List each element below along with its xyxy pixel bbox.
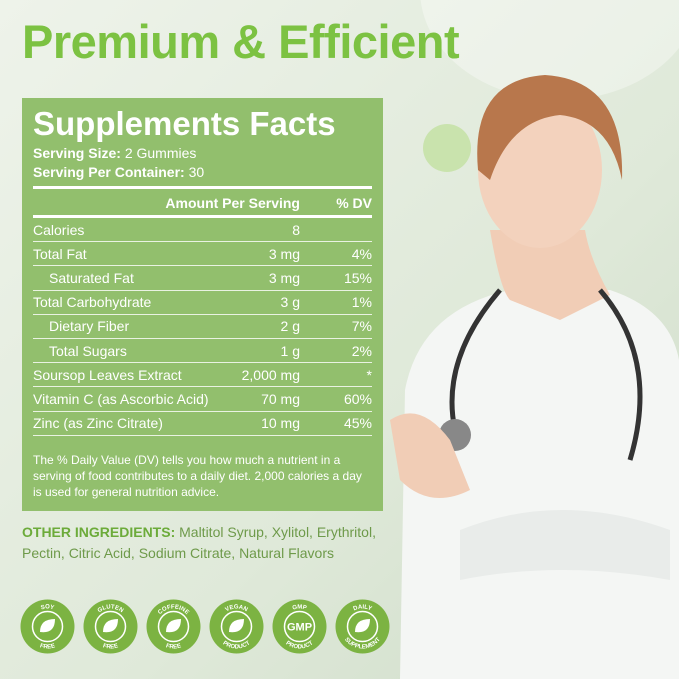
nutrient-dv: 45% (343, 415, 372, 432)
badge-top-label: SOY (40, 605, 54, 612)
badge-top-label: GLUTEN (97, 604, 124, 614)
nutrient-name: Saturated Fat (49, 269, 134, 286)
amount-header: Amount Per Serving (165, 195, 300, 211)
nutrient-name: Vitamin C (as Ascorbic Acid) (33, 390, 209, 407)
divider (33, 186, 372, 189)
table-row: Total Sugars 1 g 2% (33, 339, 372, 364)
dv-note: The % Daily Value (DV) tells you how muc… (33, 452, 362, 499)
nutrient-amount: 2 g (280, 318, 300, 335)
nutrient-name: Total Sugars (49, 342, 127, 359)
decor-dot (423, 124, 471, 172)
nutrient-amount: 2,000 mg (241, 366, 300, 383)
badge-top-label: DAILY (353, 604, 373, 612)
nutrient-amount: 3 mg (268, 245, 300, 262)
nutrient-amount: 3 g (280, 294, 300, 311)
table-row: Soursop Leaves Extract 2,000 mg * (33, 363, 372, 388)
nutrient-name: Soursop Leaves Extract (33, 366, 182, 383)
servings-per-container: Serving Per Container: 30 (33, 164, 205, 180)
nutrient-name: Dietary Fiber (49, 318, 130, 335)
badge-bottom-label: FREE (39, 643, 56, 650)
badge-bottom-label: PRODUCT (222, 640, 252, 650)
nutrient-amount: 8 (292, 221, 300, 238)
soybean-icon: SOY FREE (20, 599, 75, 654)
nutrient-dv: 4% (351, 245, 372, 262)
badge-bottom-label: FREE (102, 643, 119, 650)
badge-symbol (103, 619, 118, 633)
badge-top-label: VEGAN (224, 604, 248, 613)
nutrient-amount: 3 mg (268, 269, 300, 286)
other-ingredients: OTHER INGREDIENTS: Maltitol Syrup, Xylit… (22, 524, 376, 561)
nutrient-dv: 1% (351, 294, 372, 311)
badge-bottom-label: FREE (165, 643, 182, 650)
gmp-icon: GMP GMP PRODUCT (272, 599, 327, 654)
table-row: Vitamin C (as Ascorbic Acid) 70 mg 60% (33, 387, 372, 412)
bottle-icon: DAILY SUPPLEMENT (335, 599, 390, 654)
nutrient-name: Calories (33, 221, 85, 238)
wheat-icon: GLUTEN FREE (83, 599, 138, 654)
nutrient-name: Zinc (as Zinc Citrate) (33, 415, 163, 432)
table-row: Saturated Fat 3 mg 15% (33, 266, 372, 291)
nutrient-amount: 10 mg (261, 415, 300, 432)
headline: Premium & Efficient (22, 15, 460, 68)
doctor-photo (390, 75, 679, 679)
badge-row: SOY FREE GLUTEN FREE COFFEINE FREE VEGAN… (20, 599, 390, 654)
nutrient-dv: 60% (343, 390, 372, 407)
nutrient-dv: 7% (351, 318, 372, 335)
table-row: Dietary Fiber 2 g 7% (33, 315, 372, 339)
table-row: Total Carbohydrate 3 g 1% (33, 291, 372, 315)
nutrient-name: Total Carbohydrate (33, 294, 152, 311)
leaf-icon: VEGAN PRODUCT (209, 599, 264, 654)
badge-symbol (40, 619, 55, 633)
gmp-label: GMP (287, 622, 312, 634)
nutrient-amount: 70 mg (261, 390, 300, 407)
supplement-facts-panel: Supplements Facts Serving Size: 2 Gummie… (22, 98, 383, 511)
badge-top-label: COFFEINE (157, 604, 190, 616)
divider (33, 215, 372, 218)
nutrient-amount: 1 g (280, 342, 300, 359)
dv-header: % DV (336, 195, 372, 211)
serving-size: Serving Size: 2 Gummies (33, 145, 197, 161)
table-row: Zinc (as Zinc Citrate) 10 mg 45% (33, 412, 372, 436)
table-header: Amount Per Serving % DV (33, 191, 372, 215)
badge-bottom-label: PRODUCT (285, 640, 315, 650)
badge-symbol (355, 619, 370, 633)
nutrient-name: Total Fat (33, 245, 87, 262)
badge-symbol (166, 619, 181, 633)
table-row: Total Fat 3 mg 4% (33, 242, 372, 267)
badge-top-label: GMP (292, 604, 307, 611)
nutrient-dv: 15% (343, 269, 372, 286)
nutrient-dv: 2% (351, 342, 372, 359)
badge-symbol (229, 619, 244, 633)
facts-title: Supplements Facts (33, 105, 336, 142)
nutrient-dv: * (366, 366, 372, 383)
coffee-bean-icon: COFFEINE FREE (146, 599, 201, 654)
table-row: Calories 8 (33, 218, 372, 243)
